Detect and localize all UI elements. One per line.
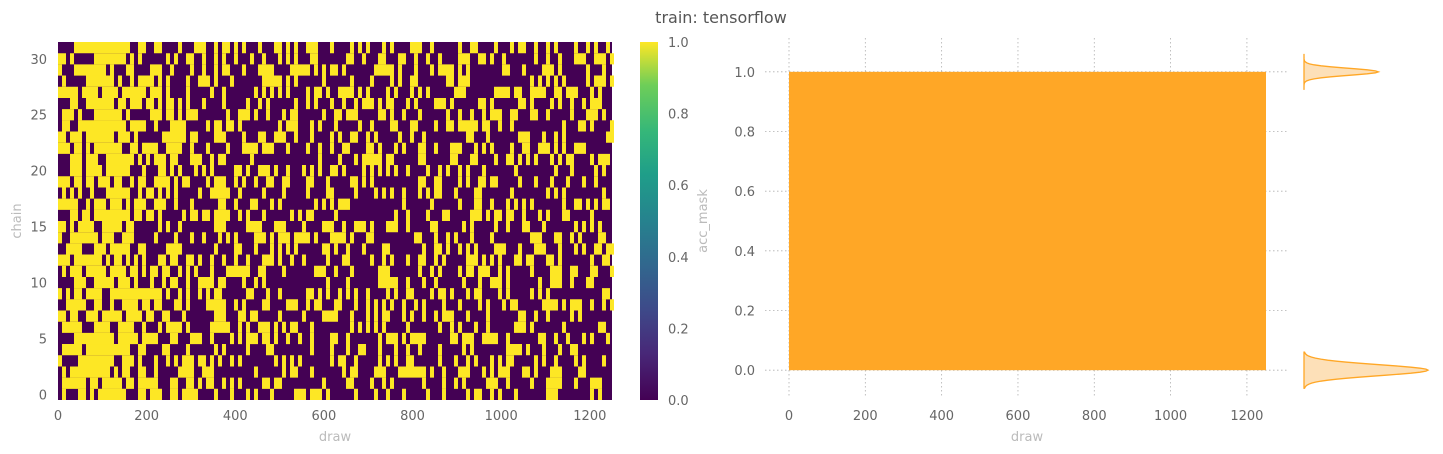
heatmap-row-chain-28 bbox=[62, 75, 614, 87]
colorbar-tick: 1.0 bbox=[668, 36, 689, 51]
colorbar-tick: 0.6 bbox=[668, 179, 689, 194]
trace-series-band bbox=[789, 71, 1266, 371]
heatmap-row-chain-24 bbox=[62, 120, 614, 132]
colorbar-ticks: 0.0 0.2 0.4 0.6 0.8 1.0 bbox=[668, 36, 689, 409]
heatmap-row-chain-1 bbox=[62, 377, 602, 389]
heatmap-x-tick: 0 bbox=[54, 409, 62, 424]
heatmap-row-chain-13 bbox=[66, 243, 614, 255]
heatmap-row-chain-4 bbox=[62, 344, 578, 356]
colorbar-tick: 0.0 bbox=[668, 394, 689, 409]
density-peak-lower bbox=[1303, 351, 1430, 389]
colorbar-tick: 0.4 bbox=[668, 251, 689, 266]
trace-x-tick: 1200 bbox=[1230, 409, 1263, 424]
trace-x-tick: 600 bbox=[1006, 409, 1031, 424]
heatmap-row-chain-23 bbox=[58, 131, 614, 143]
heatmap-y-tick: 20 bbox=[30, 165, 47, 180]
heatmap-x-tick: 600 bbox=[312, 409, 337, 424]
heatmap-row-chain-19 bbox=[58, 176, 598, 188]
heatmap-row-chain-29 bbox=[58, 64, 606, 76]
heatmap-y-tick: 5 bbox=[39, 332, 47, 347]
marginal-density bbox=[1303, 53, 1430, 389]
heatmap-y-tick: 0 bbox=[39, 388, 47, 403]
colorbar-tick: 0.8 bbox=[668, 108, 689, 123]
heatmap-row-chain-20 bbox=[70, 165, 606, 177]
figure-title: train: tensorflow bbox=[655, 8, 787, 27]
trace-y-ticks: 0.0 0.2 0.4 0.6 0.8 1.0 bbox=[734, 66, 755, 379]
heatmap-x-tick: 1200 bbox=[573, 409, 606, 424]
heatmap-row-chain-14 bbox=[58, 232, 606, 244]
heatmap-row-chain-31 bbox=[74, 42, 610, 54]
heatmap-row-chain-22 bbox=[58, 142, 586, 154]
heatmap-y-label: chain bbox=[10, 203, 25, 238]
trace-x-ticks: 0 200 400 600 800 1000 1200 bbox=[785, 409, 1264, 424]
heatmap-row-chain-3 bbox=[58, 355, 606, 367]
heatmap-row-chain-6 bbox=[62, 321, 606, 333]
heatmap-row-chain-9 bbox=[58, 288, 610, 300]
trace-x-tick: 1000 bbox=[1154, 409, 1187, 424]
heatmap-row-chain-15 bbox=[58, 221, 602, 233]
heatmap-row-chain-26 bbox=[70, 97, 602, 110]
heatmap-cells bbox=[58, 42, 614, 400]
heatmap-row-chain-8 bbox=[66, 299, 614, 311]
trace-y-tick: 0.0 bbox=[734, 364, 755, 379]
trace-y-tick: 0.2 bbox=[734, 305, 755, 320]
heatmap-row-chain-16 bbox=[70, 209, 594, 221]
heatmap-row-chain-12 bbox=[58, 254, 610, 266]
heatmap-row-chain-30 bbox=[58, 53, 614, 65]
heatmap-y-tick: 25 bbox=[30, 109, 47, 124]
heatmap-x-tick: 400 bbox=[223, 409, 248, 424]
heatmap-row-chain-7 bbox=[58, 310, 582, 322]
trace-panel: 0 200 400 600 800 1000 1200 0.0 0.2 0.4 0.6 0.8 1.0… bbox=[734, 38, 1288, 445]
heatmap-y-tick: 15 bbox=[30, 221, 47, 236]
heatmap-x-ticks: 0 200 400 600 800 1000 1200 bbox=[54, 409, 607, 424]
trace-y-tick: 1.0 bbox=[734, 66, 755, 81]
colorbar-label: acc_mask bbox=[696, 189, 711, 253]
heatmap-row-chain-27 bbox=[58, 86, 602, 98]
density-peak-upper bbox=[1303, 53, 1381, 90]
trace-x-label: draw bbox=[1011, 430, 1044, 445]
heatmap-y-ticks: 0 5 10 15 20 25 30 bbox=[30, 53, 47, 404]
heatmap-row-chain-21 bbox=[70, 153, 610, 166]
trace-x-tick: 200 bbox=[853, 409, 878, 424]
trace-x-tick: 800 bbox=[1082, 409, 1107, 424]
heatmap-x-tick: 200 bbox=[134, 409, 159, 424]
heatmap-row-chain-0 bbox=[62, 388, 602, 400]
heatmap-row-chain-10 bbox=[74, 276, 594, 289]
heatmap-row-chain-25 bbox=[62, 109, 606, 121]
colorbar-gradient bbox=[640, 42, 658, 400]
heatmap-x-label: draw bbox=[319, 430, 352, 445]
heatmap-x-tick: 1000 bbox=[485, 409, 518, 424]
colorbar-tick: 0.2 bbox=[668, 322, 689, 337]
heatmap-y-tick: 30 bbox=[30, 53, 47, 68]
trace-x-tick: 400 bbox=[929, 409, 954, 424]
heatmap-row-chain-18 bbox=[62, 187, 606, 199]
trace-y-tick: 0.4 bbox=[734, 245, 755, 260]
trace-x-tick: 0 bbox=[785, 409, 793, 424]
heatmap-row-chain-17 bbox=[58, 198, 610, 210]
trace-y-tick: 0.8 bbox=[734, 126, 755, 141]
heatmap-row-chain-2 bbox=[62, 366, 586, 378]
heatmap-row-chain-11 bbox=[62, 265, 614, 277]
heatmap-row-chain-5 bbox=[74, 332, 610, 345]
trace-y-tick: 0.6 bbox=[734, 185, 755, 200]
heatmap-y-tick: 10 bbox=[30, 277, 47, 292]
heatmap-x-tick: 800 bbox=[400, 409, 425, 424]
colorbar: 0.0 0.2 0.4 0.6 0.8 1.0 acc_mask bbox=[640, 36, 711, 409]
